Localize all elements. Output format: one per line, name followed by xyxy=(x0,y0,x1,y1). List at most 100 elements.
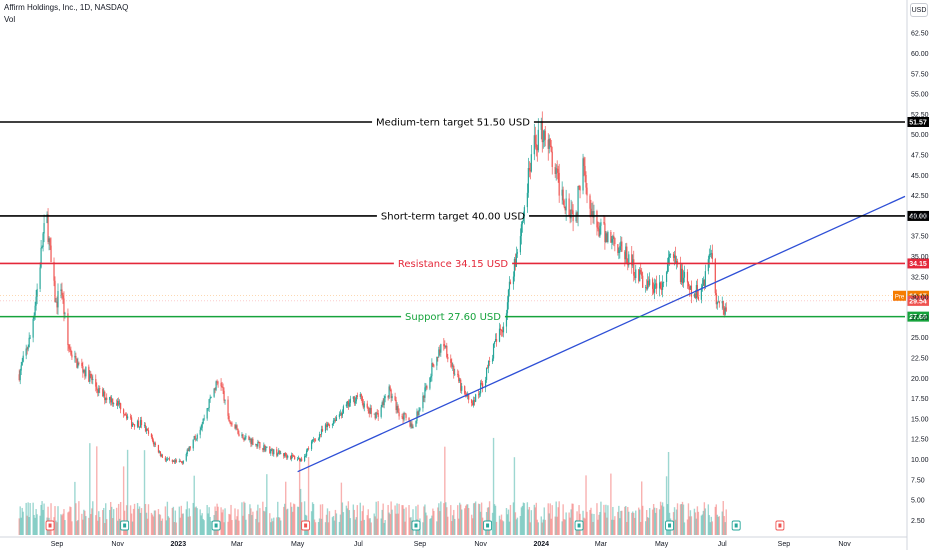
y-tick-label: 55.00 xyxy=(911,92,929,99)
volume-bar xyxy=(50,503,52,535)
candle-body xyxy=(557,168,559,173)
candle-body xyxy=(238,433,240,437)
candle-body xyxy=(627,263,629,266)
candle-body xyxy=(700,287,702,300)
volume-bar xyxy=(270,522,272,535)
volume-bar xyxy=(157,509,160,535)
candle-body xyxy=(544,130,546,140)
volume-bar xyxy=(618,505,620,535)
volume-bar xyxy=(203,520,205,535)
candle-body xyxy=(272,449,274,455)
candle-body xyxy=(665,272,668,282)
volume-bar xyxy=(252,511,254,535)
volume-bar xyxy=(76,521,78,535)
candle-body xyxy=(97,389,99,393)
candle-body xyxy=(117,401,119,406)
volume-bar xyxy=(603,504,605,535)
currency-button[interactable]: USD xyxy=(910,3,928,17)
candle-body xyxy=(194,436,196,439)
y-tick-label: 60.00 xyxy=(911,51,929,58)
volume-bar xyxy=(91,508,93,535)
level-price-tag-3 xyxy=(907,311,929,322)
volume-bar xyxy=(477,503,480,535)
candle-body xyxy=(214,388,216,390)
volume-bar xyxy=(626,521,628,535)
volume-bar xyxy=(320,518,323,535)
volume-bar xyxy=(633,512,635,535)
candle-body xyxy=(645,287,647,289)
volume-bar xyxy=(328,511,331,535)
volume-bar xyxy=(179,517,182,535)
volume-bar xyxy=(89,443,91,535)
volume-bar xyxy=(43,503,45,535)
volume-bar xyxy=(333,520,336,535)
volume-bar xyxy=(694,512,697,535)
candle-body xyxy=(582,158,584,191)
volume-bar xyxy=(277,501,279,535)
volume-bar xyxy=(708,515,711,535)
candle-body xyxy=(519,236,521,253)
volume-bar xyxy=(289,502,292,535)
candle-body xyxy=(36,288,38,297)
candle-body xyxy=(374,413,376,419)
trendline-layer xyxy=(297,195,906,473)
volume-bar xyxy=(396,503,398,535)
volume-bar xyxy=(516,517,519,535)
volume-bar xyxy=(680,504,683,535)
volume-bar xyxy=(207,513,209,535)
volume-bar xyxy=(348,510,351,535)
candle-body xyxy=(278,450,280,454)
volume-bar xyxy=(307,457,310,535)
candle-body xyxy=(172,460,174,462)
candle-body xyxy=(216,381,218,383)
volume-bar xyxy=(220,507,222,535)
candle-body xyxy=(143,424,146,426)
volume-bar xyxy=(401,505,403,535)
candle-body xyxy=(279,450,281,454)
volume-bar xyxy=(536,519,538,535)
volume-bar xyxy=(498,515,501,535)
volume-bar xyxy=(554,516,556,535)
volume-bar xyxy=(480,502,483,535)
candle-body xyxy=(704,271,706,286)
volume-bar xyxy=(26,515,28,535)
volume-bar xyxy=(596,503,598,535)
volume-bar xyxy=(391,509,393,535)
candle-body xyxy=(346,401,348,405)
candle-body xyxy=(635,269,637,279)
candle-body xyxy=(150,433,153,438)
candle-body xyxy=(228,415,230,422)
candle-body xyxy=(109,396,111,400)
volume-bar xyxy=(210,521,212,535)
candle-body xyxy=(656,283,658,289)
candle-body xyxy=(69,348,71,350)
candle-body xyxy=(138,426,141,428)
volume-bar xyxy=(245,519,247,535)
volume-bar xyxy=(362,505,364,535)
candle-body xyxy=(27,347,29,350)
x-tick-label: Nov xyxy=(838,541,851,548)
candle-body xyxy=(301,458,303,462)
candle-body xyxy=(683,271,686,278)
volume-bar xyxy=(375,501,377,535)
candle-body xyxy=(526,192,528,208)
volume-bar xyxy=(527,509,530,535)
candle-body xyxy=(396,406,398,411)
volume-bar xyxy=(188,508,190,535)
volume-bar xyxy=(20,517,22,535)
volume-bar xyxy=(438,503,440,535)
candle-body xyxy=(536,147,538,151)
candle-body xyxy=(245,436,247,438)
candle-body xyxy=(293,456,295,457)
volume-bar xyxy=(520,507,523,535)
volume-bar xyxy=(175,522,178,535)
candle-body xyxy=(41,246,43,248)
volume-bar xyxy=(251,515,253,535)
candle-body xyxy=(255,444,257,446)
volume-bar xyxy=(394,505,396,535)
volume-bar xyxy=(605,504,607,535)
candle-body xyxy=(118,401,120,405)
volume-bar xyxy=(27,502,29,535)
volume-indicator-label[interactable]: Vol xyxy=(4,15,16,24)
